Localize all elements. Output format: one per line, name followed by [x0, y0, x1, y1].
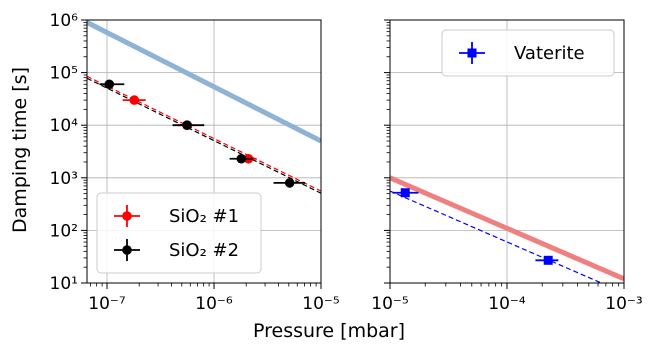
- data-point: [543, 255, 553, 265]
- y-tick-label: 10⁴: [50, 116, 79, 136]
- data-point: [129, 95, 140, 105]
- x-tick-label: 10⁻⁷: [88, 294, 126, 314]
- left-panel: 10⁻⁷ 10⁻⁶ 10⁻⁵ 10¹ 10² 10³ 10⁴ 10⁵ 10⁶ SiO₂ #1 SiO…: [50, 11, 340, 314]
- y-tick-label: 10¹: [50, 274, 78, 294]
- fit-line: [390, 190, 603, 283]
- x-axis-label: Pressure [mbar]: [253, 320, 405, 342]
- data-point: [182, 120, 192, 130]
- legend-box: [441, 29, 615, 77]
- legend-label: SiO₂ #1: [169, 206, 239, 227]
- data-point: [236, 153, 247, 164]
- x-tick-label: 10⁻⁵: [371, 294, 408, 314]
- plot-area: [87, 20, 321, 194]
- fit-line: [390, 175, 624, 282]
- right-panel: 10⁻⁵ 10⁻⁴ 10⁻³ Vaterite: [371, 19, 643, 314]
- legend-marker: [122, 245, 132, 255]
- data-point: [284, 178, 295, 188]
- legend-label: Vaterite: [514, 43, 585, 64]
- legend-label: SiO₂ #2: [169, 240, 239, 261]
- x-tick-label: 10⁻⁶: [195, 294, 233, 314]
- y-tick-label: 10³: [50, 169, 78, 189]
- data-point: [400, 188, 410, 198]
- y-tick-label: 10⁶: [50, 11, 79, 31]
- legend-box: [96, 192, 262, 274]
- fit-line: [87, 77, 321, 194]
- legend-marker: [467, 48, 477, 58]
- y-tick-label: 10⁵: [50, 64, 78, 84]
- x-tick-label: 10⁻³: [605, 294, 642, 314]
- y-axis-label: Damping time [s]: [9, 67, 31, 233]
- x-tick-label: 10⁻⁴: [488, 294, 526, 314]
- fit-line: [87, 75, 321, 192]
- fit-line: [87, 20, 321, 144]
- y-tick-label: 10²: [50, 221, 78, 241]
- axes-frame: [86, 19, 322, 284]
- legend-marker: [122, 211, 132, 221]
- plot-area: [390, 175, 624, 283]
- x-tick-label: 10⁻⁵: [302, 294, 339, 314]
- data-point: [104, 79, 115, 90]
